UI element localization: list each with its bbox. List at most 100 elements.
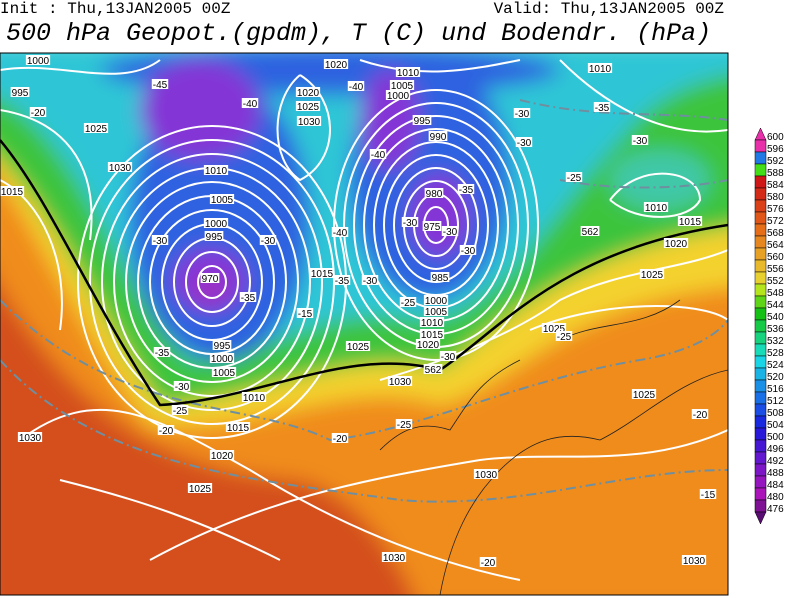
map-frame xyxy=(0,52,729,596)
contour-label-box xyxy=(203,218,229,228)
colorbar-cell xyxy=(754,139,767,153)
contour-label-box xyxy=(677,216,703,226)
contour-label-box xyxy=(430,272,450,282)
contour-label-box xyxy=(361,275,379,285)
contour-label-box xyxy=(415,339,441,349)
colorbar-cell xyxy=(754,271,767,285)
colorbar-label: 592 xyxy=(767,156,784,167)
contour-label: 980 xyxy=(426,189,443,200)
contour-label-box xyxy=(381,552,407,562)
contour-label-box xyxy=(423,306,449,316)
contour-label: -30 xyxy=(153,236,168,247)
contour-label-box xyxy=(631,389,657,399)
colorbar-cell xyxy=(754,463,767,477)
contour-label: -15 xyxy=(701,490,716,501)
colorbar-cell xyxy=(754,451,767,465)
colorbar-label: 544 xyxy=(767,300,784,311)
contour-label-box xyxy=(239,292,257,302)
contour-label-box xyxy=(0,186,25,196)
isotherm xyxy=(0,359,728,503)
colorbar-cell xyxy=(754,211,767,225)
contour-label: 970 xyxy=(202,274,219,285)
contour-label: 1000 xyxy=(211,354,234,365)
colorbar-cell xyxy=(754,475,767,489)
contour-label: -40 xyxy=(333,228,348,239)
contour-label: -30 xyxy=(363,276,378,287)
colorbar-cap xyxy=(754,127,767,141)
colorbar-label: 600 xyxy=(767,132,784,143)
contour-label-box xyxy=(479,557,497,567)
contour-label: 1020 xyxy=(211,451,234,462)
contour-label: 1030 xyxy=(389,377,412,388)
contour-label: 995 xyxy=(206,232,223,243)
contour-label: 1025 xyxy=(633,390,656,401)
colorbar-label: 516 xyxy=(767,384,784,395)
colorbar-cell xyxy=(754,247,767,261)
contour-label: 1030 xyxy=(298,117,321,128)
contour-label-box xyxy=(187,483,213,493)
contour-label-box xyxy=(10,87,30,97)
colorbar-cap xyxy=(754,511,767,525)
contour-label-box xyxy=(211,367,237,377)
contour-label: -35 xyxy=(241,293,256,304)
contour-label: 1010 xyxy=(397,68,420,79)
colorbar-cell xyxy=(754,163,767,177)
contour-label-box xyxy=(515,137,533,147)
contour-label: -40 xyxy=(371,150,386,161)
colorbar-label: 504 xyxy=(767,420,784,431)
colorbar-cell xyxy=(754,187,767,201)
contour-label: -25 xyxy=(173,406,188,417)
contour-label: 1005 xyxy=(425,307,448,318)
isotherms xyxy=(0,99,728,503)
contour-label-box xyxy=(395,67,421,77)
contour-label: 1005 xyxy=(213,368,236,379)
field-cyan-right xyxy=(610,150,710,210)
contour-label-box xyxy=(209,194,235,204)
contour-label-box xyxy=(513,108,531,118)
colorbar-label: 596 xyxy=(767,144,784,155)
colorbar-label: 508 xyxy=(767,408,784,419)
colorbar-cell xyxy=(754,415,767,429)
colorbar-cell xyxy=(754,235,767,249)
contour-label: 1025 xyxy=(85,124,108,135)
contour-label: 1010 xyxy=(205,166,228,177)
contour-label: -40 xyxy=(243,99,258,110)
contour-label: 975 xyxy=(424,222,441,233)
contour-label-box xyxy=(347,81,365,91)
isobar xyxy=(529,305,728,331)
contour-label-box xyxy=(200,273,220,283)
contour-label: -30 xyxy=(175,382,190,393)
colorbar-label: 548 xyxy=(767,288,784,299)
contour-label: -30 xyxy=(461,246,476,257)
colorbar-cell xyxy=(754,427,767,441)
isobar xyxy=(0,109,93,241)
contour-label-box xyxy=(225,422,251,432)
contour-label: -35 xyxy=(155,348,170,359)
contour-label: 1000 xyxy=(205,219,228,230)
contour-label: -20 xyxy=(333,434,348,445)
contour-label: 562 xyxy=(425,365,442,376)
contour-label: 1030 xyxy=(383,553,406,564)
colorbar-label: 492 xyxy=(767,456,784,467)
contour-label-box xyxy=(295,87,321,97)
contour-label: 1000 xyxy=(387,91,410,102)
colorbar-label: 480 xyxy=(767,492,784,503)
map-area: 1000995-20102510301015-45-40102010201025… xyxy=(0,53,728,595)
contour-label-box xyxy=(173,381,191,391)
isotherm xyxy=(0,299,728,442)
contour-label: 1030 xyxy=(19,433,42,444)
isobar xyxy=(125,181,299,383)
contour-label-box xyxy=(587,63,613,73)
colorbar-cell xyxy=(754,307,767,321)
contour-label-box xyxy=(457,184,475,194)
colorbar-cell xyxy=(754,367,767,381)
contour-label-box xyxy=(389,80,415,90)
isobar xyxy=(0,59,161,75)
colorbar-label: 572 xyxy=(767,216,784,227)
colorbar-cell xyxy=(754,343,767,357)
isobar xyxy=(101,153,323,411)
contour-label: 1025 xyxy=(347,342,370,353)
contour-label: -25 xyxy=(397,420,412,431)
init-time: Init : Thu,13JAN2005 00Z xyxy=(0,0,231,18)
